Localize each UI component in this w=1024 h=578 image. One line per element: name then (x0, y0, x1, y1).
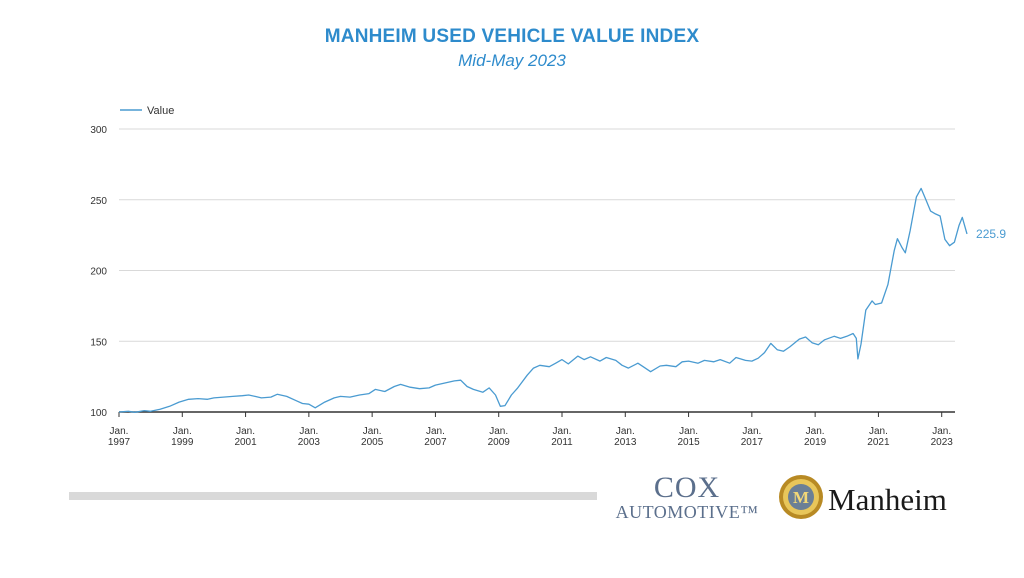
manheim-seal-icon: M (779, 475, 823, 519)
x-tick-label-year: 2023 (931, 437, 954, 448)
x-tick-label: Jan. (742, 426, 761, 437)
chart-subtitle: Mid-May 2023 (458, 51, 566, 70)
y-tick-label: 250 (90, 196, 107, 207)
x-tick-label-year: 1997 (108, 437, 131, 448)
x-tick-label-year: 2015 (677, 437, 700, 448)
x-tick-label-year: 2011 (551, 437, 573, 448)
series-end-label: 225.9 (976, 227, 1006, 241)
x-tick-label: Jan. (426, 426, 445, 437)
x-tick-label-year: 1999 (171, 437, 194, 448)
x-tick-label: Jan. (236, 426, 255, 437)
series-line-value (118, 187, 968, 413)
footer-divider-bar (69, 492, 597, 500)
x-tick-label-year: 2013 (614, 437, 637, 448)
x-tick-label: Jan. (110, 426, 129, 437)
x-tick-label-year: 2009 (488, 437, 511, 448)
x-tick-label-year: 2019 (804, 437, 827, 448)
y-tick-label: 200 (90, 267, 107, 278)
x-tick-label: Jan. (553, 426, 572, 437)
x-tick-label: Jan. (806, 426, 825, 437)
x-tick-label: Jan. (363, 426, 382, 437)
x-tick-label-year: 2007 (424, 437, 447, 448)
x-tick-label: Jan. (299, 426, 318, 437)
x-tick-label-year: 2003 (298, 437, 321, 448)
manheim-seal-letter: M (793, 488, 809, 507)
x-tick-label-year: 2017 (741, 437, 764, 448)
cox-automotive-logo: COX AUTOMOTIVE™ (612, 471, 762, 523)
legend-label-value: Value (147, 105, 174, 117)
x-tick-label-year: 2005 (361, 437, 384, 448)
x-tick-label: Jan. (173, 426, 192, 437)
x-tick-label: Jan. (869, 426, 888, 437)
manheim-wordmark: Manheim (828, 482, 947, 517)
cox-logo-word: COX (653, 471, 721, 504)
x-tick-label-year: 2001 (234, 437, 257, 448)
y-tick-label: 100 (90, 408, 107, 419)
y-tick-label: 300 (90, 125, 107, 136)
line-chart: 100150200250300Jan.1997Jan.1999Jan.2001J… (90, 105, 1006, 448)
y-tick-label: 150 (90, 337, 107, 348)
manheim-logo: M Manheim (778, 474, 947, 524)
chart-title: MANHEIM USED VEHICLE VALUE INDEX (324, 26, 700, 47)
automotive-logo-word: AUTOMOTIVE™ (615, 502, 759, 522)
x-tick-label: Jan. (489, 426, 508, 437)
x-tick-label: Jan. (616, 426, 635, 437)
x-tick-label: Jan. (679, 426, 698, 437)
x-tick-label-year: 2021 (867, 437, 890, 448)
x-tick-label: Jan. (932, 426, 951, 437)
